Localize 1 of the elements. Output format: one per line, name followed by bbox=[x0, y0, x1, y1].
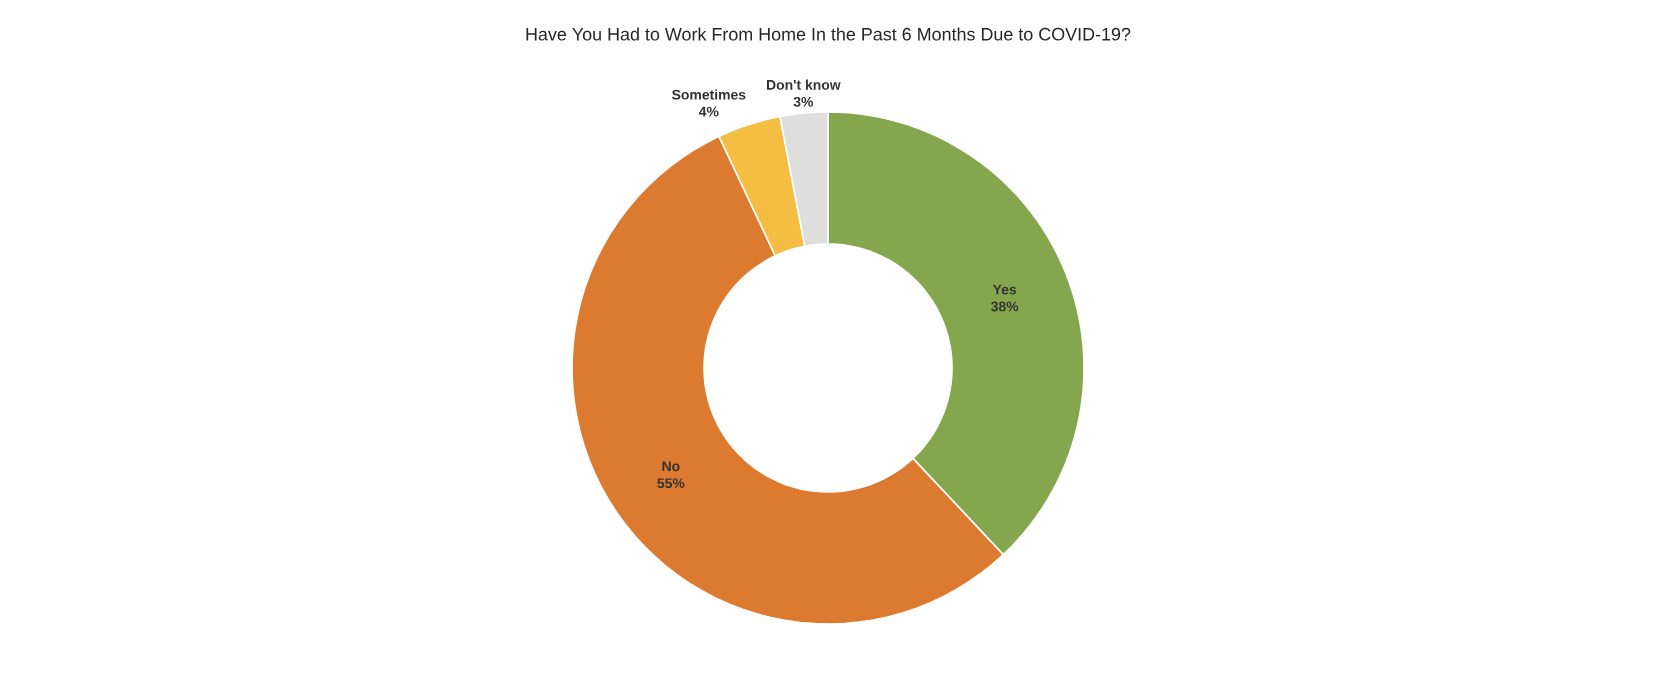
chart-title: Have You Had to Work From Home In the Past 6 Months Due to COVID-19? bbox=[526, 27, 1131, 41]
